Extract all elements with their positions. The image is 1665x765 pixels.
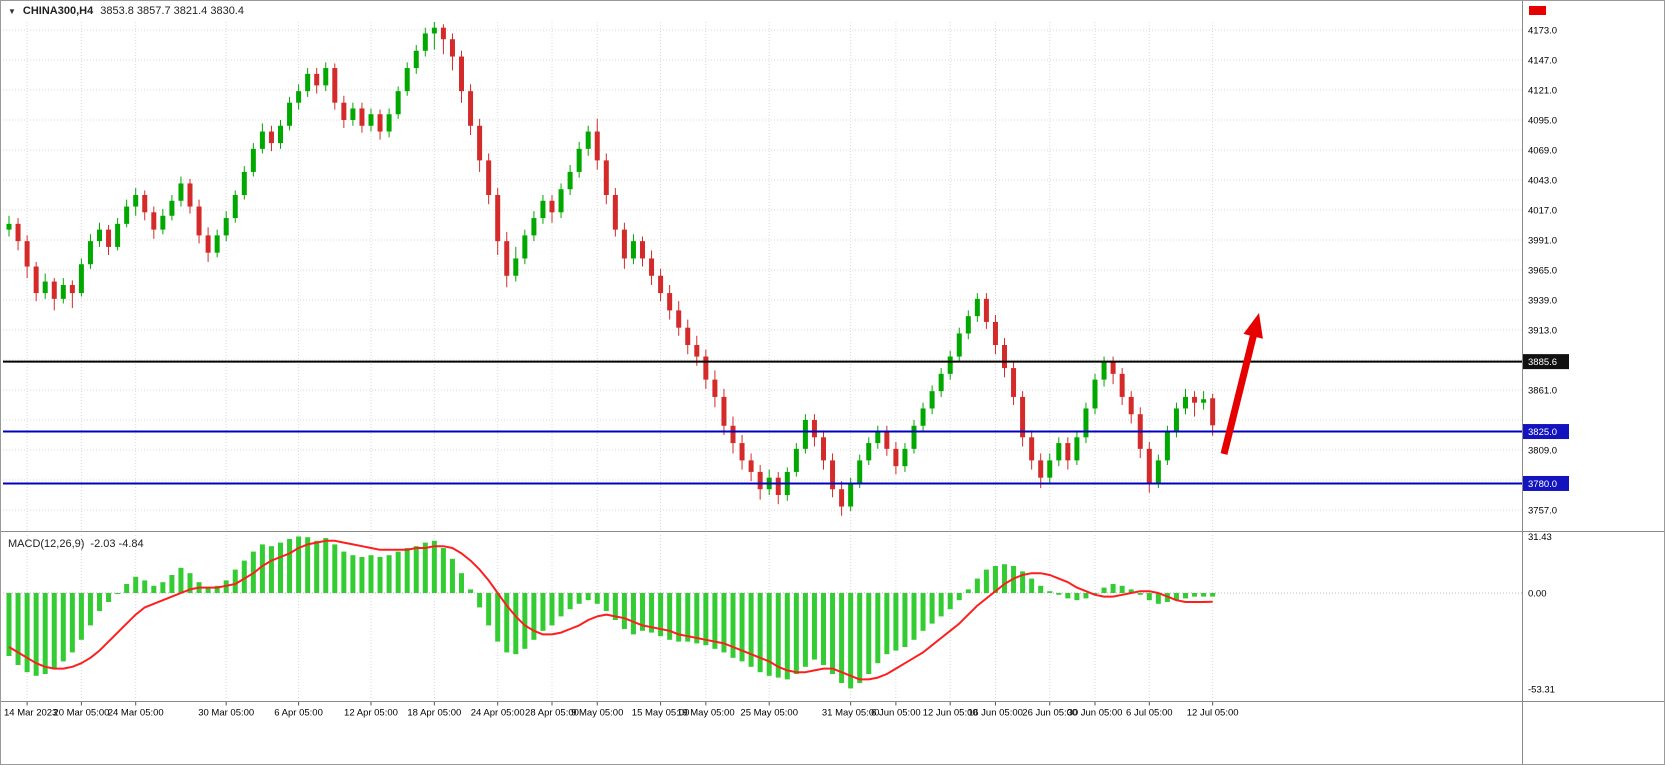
- red-marker: [1529, 6, 1546, 15]
- svg-text:16 Jun 05:00: 16 Jun 05:00: [968, 708, 1023, 719]
- macd-title: MACD(12,26,9): [8, 538, 85, 550]
- svg-text:6 Jul 05:00: 6 Jul 05:00: [1126, 708, 1172, 719]
- price-axis[interactable]: [1522, 1, 1664, 764]
- horizontal-lines[interactable]: [3, 360, 1522, 485]
- svg-text:3780.0: 3780.0: [1528, 479, 1557, 490]
- svg-text:3991.0: 3991.0: [1528, 236, 1557, 247]
- svg-text:3861.0: 3861.0: [1528, 386, 1557, 397]
- svg-text:31 May 05:00: 31 May 05:00: [822, 708, 880, 719]
- svg-text:4069.0: 4069.0: [1528, 146, 1557, 157]
- svg-text:6 Apr 05:00: 6 Apr 05:00: [274, 708, 323, 719]
- svg-text:19 May 05:00: 19 May 05:00: [677, 708, 735, 719]
- svg-text:12 Jun 05:00: 12 Jun 05:00: [923, 708, 978, 719]
- svg-text:3757.0: 3757.0: [1528, 506, 1557, 517]
- price-axis-labels: 4173.0 4147.0 4121.0 4095.0 4069.0 4043.0 4017…: [1523, 26, 1569, 517]
- svg-text:26 Jun 05:00: 26 Jun 05:00: [1022, 708, 1077, 719]
- symbol-info: ▼ CHINA300,H4 3853.8 3857.7 3821.4 3830.…: [8, 5, 244, 17]
- svg-text:4173.0: 4173.0: [1528, 26, 1557, 37]
- svg-text:15 May 05:00: 15 May 05:00: [632, 708, 690, 719]
- symbol-dropdown-icon[interactable]: ▼: [8, 6, 16, 16]
- svg-text:6 Jun 05:00: 6 Jun 05:00: [871, 708, 921, 719]
- svg-text:3809.0: 3809.0: [1528, 446, 1557, 457]
- svg-text:4043.0: 4043.0: [1528, 176, 1557, 187]
- svg-text:20 Mar 05:00: 20 Mar 05:00: [53, 708, 109, 719]
- svg-text:3913.0: 3913.0: [1528, 326, 1557, 337]
- symbol-name: CHINA300,H4: [22, 5, 94, 17]
- svg-text:3825.0: 3825.0: [1528, 427, 1557, 438]
- svg-text:24 Apr 05:00: 24 Apr 05:00: [471, 708, 525, 719]
- svg-text:30 Jun 05:00: 30 Jun 05:00: [1068, 708, 1123, 719]
- svg-text:4095.0: 4095.0: [1528, 116, 1557, 127]
- svg-text:4017.0: 4017.0: [1528, 206, 1557, 217]
- symbol-ohlc-values: 3853.8 3857.7 3821.4 3830.4: [100, 5, 244, 17]
- macd-axis-labels: 31.43 0.00 -53.31: [1528, 532, 1555, 696]
- svg-text:3939.0: 3939.0: [1528, 296, 1557, 307]
- svg-text:24 Mar 05:00: 24 Mar 05:00: [108, 708, 164, 719]
- svg-text:3965.0: 3965.0: [1528, 266, 1557, 277]
- svg-text:-53.31: -53.31: [1528, 684, 1555, 695]
- svg-text:31.43: 31.43: [1528, 532, 1552, 543]
- svg-text:12 Jul 05:00: 12 Jul 05:00: [1187, 708, 1239, 719]
- macd-indicator-label: MACD(12,26,9) -2.03 -4.84: [8, 538, 144, 550]
- time-axis[interactable]: [1, 702, 1522, 726]
- svg-text:9 May 05:00: 9 May 05:00: [571, 708, 623, 719]
- svg-text:4147.0: 4147.0: [1528, 56, 1557, 67]
- svg-text:30 Mar 05:00: 30 Mar 05:00: [198, 708, 254, 719]
- svg-text:4121.0: 4121.0: [1528, 86, 1557, 97]
- arrow-annotation[interactable]: [1220, 313, 1263, 455]
- svg-text:14 Mar 2023: 14 Mar 2023: [4, 708, 57, 719]
- candlestick-series: [6, 21, 1216, 516]
- svg-text:3885.6: 3885.6: [1528, 357, 1557, 368]
- svg-text:25 May 05:00: 25 May 05:00: [740, 708, 798, 719]
- macd-values: -2.03 -4.84: [90, 538, 144, 550]
- macd-signal-line: [8, 539, 1213, 681]
- svg-text:18 Apr 05:00: 18 Apr 05:00: [407, 708, 461, 719]
- svg-text:28 Apr 05:00: 28 Apr 05:00: [525, 708, 579, 719]
- svg-text:12 Apr 05:00: 12 Apr 05:00: [344, 708, 398, 719]
- svg-text:0.00: 0.00: [1528, 589, 1547, 600]
- macd-pane: [3, 536, 1522, 689]
